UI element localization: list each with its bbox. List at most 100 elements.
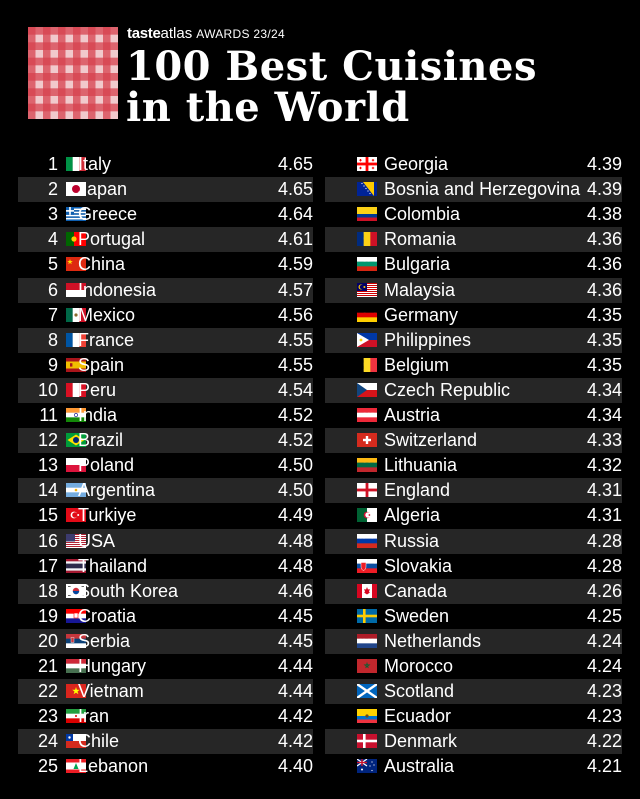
spain-flag-icon xyxy=(66,357,86,372)
canada-flag-icon xyxy=(357,583,377,598)
rank-number: 9 xyxy=(47,354,58,375)
cuisine-name: Iran xyxy=(78,706,110,727)
ranking-row: 38Lithuania4.32 xyxy=(325,453,622,478)
belgium-flag-icon xyxy=(357,357,377,372)
poland-flag-icon xyxy=(66,458,86,473)
switzerland-flag-icon xyxy=(357,433,377,448)
czech-flag-icon xyxy=(357,382,377,397)
cuisine-name: Hungary xyxy=(78,656,147,676)
rank-number: 1 xyxy=(47,154,58,174)
cuisine-name: Ecuador xyxy=(384,706,452,727)
ranking-row: 34Belgium4.35 xyxy=(325,353,622,378)
italy-flag-icon xyxy=(66,157,86,171)
rank-number: 14 xyxy=(37,480,58,501)
ranking-column-left: 1 Italy 4.65 2 Japan 4.65 3 Greece 4.64 4 Portugal… xyxy=(18,152,313,780)
rank-number: 19 xyxy=(37,605,58,626)
ranking-row: 2 Japan 4.65 xyxy=(18,177,313,203)
page-title-line2: in the World xyxy=(126,84,410,131)
ranking-row: 22 Vietnam 4.44 xyxy=(18,679,313,705)
header: tasteatlas AWARDS 23/24 100 Best Cuisines… xyxy=(0,0,640,145)
cuisine-score: 4.49 xyxy=(277,505,313,526)
rank-number: 5 xyxy=(47,254,58,275)
cuisine-name: Greece xyxy=(78,204,138,225)
cuisine-name: Bulgaria xyxy=(384,254,451,275)
rank-number: 8 xyxy=(47,329,58,350)
cuisine-name: Croatia xyxy=(78,605,137,626)
brand-taste: taste xyxy=(127,25,161,42)
ranking-row: 16 USA 4.48 xyxy=(18,528,313,554)
cuisine-score: 4.50 xyxy=(277,455,313,476)
australia-flag-icon xyxy=(357,759,377,774)
romania-flag-icon xyxy=(357,232,377,247)
iran-flag-icon xyxy=(66,709,86,724)
cuisine-name: South Korea xyxy=(78,580,179,601)
ranking-row: 45Netherlands4.24 xyxy=(325,628,622,654)
philippines-flag-icon xyxy=(357,332,377,347)
cuisine-score: 4.31 xyxy=(586,480,622,501)
india-flag-icon xyxy=(66,408,86,422)
cuisine-name: Russia xyxy=(384,530,440,551)
cuisine-name: Italy xyxy=(78,154,112,174)
cuisine-score: 4.48 xyxy=(277,530,313,551)
thailand-flag-icon xyxy=(66,558,86,573)
ranking-row: 43Canada4.26 xyxy=(325,578,622,604)
ranking-row: 4 Portugal 4.61 xyxy=(18,227,313,253)
cuisine-score: 4.55 xyxy=(277,329,313,350)
rank-number: 6 xyxy=(47,279,58,300)
bulgaria-flag-icon xyxy=(357,257,377,272)
cuisine-score: 4.45 xyxy=(277,605,313,626)
cuisine-score: 4.54 xyxy=(277,379,313,400)
england-flag-icon xyxy=(357,483,377,498)
cuisine-score: 4.35 xyxy=(586,304,622,325)
cuisine-name: Morocco xyxy=(384,656,454,676)
cuisine-score: 4.39 xyxy=(586,154,622,174)
ranking-row: 13 Poland 4.50 xyxy=(18,453,313,478)
ranking-row: 33Philippines4.35 xyxy=(325,327,622,353)
rank-number: 13 xyxy=(37,455,58,476)
cuisine-score: 4.34 xyxy=(586,379,622,400)
rank-number: 22 xyxy=(37,681,58,702)
cuisine-name: Japan xyxy=(78,179,128,200)
cuisine-name: England xyxy=(384,480,451,501)
rank-number: 3 xyxy=(47,204,58,225)
ranking-row: 37Switzerland4.33 xyxy=(325,428,622,454)
cuisine-score: 4.22 xyxy=(586,731,622,752)
lithuania-flag-icon xyxy=(357,458,377,473)
cuisine-score: 4.28 xyxy=(586,530,622,551)
rank-number: 10 xyxy=(37,379,58,400)
cuisine-score: 4.33 xyxy=(586,430,622,451)
cuisine-score: 4.35 xyxy=(586,354,622,375)
greece-flag-icon xyxy=(66,207,86,222)
rank-number: 12 xyxy=(37,430,58,451)
cuisine-name: Sweden xyxy=(384,605,450,626)
cuisine-name: Peru xyxy=(78,379,117,400)
ranking-row: 21 Hungary 4.44 xyxy=(18,654,313,679)
peru-flag-icon xyxy=(66,382,86,397)
cuisine-name: Lithuania xyxy=(384,455,458,476)
ranking-row: 9 Spain 4.55 xyxy=(18,353,313,378)
cuisine-name: Malaysia xyxy=(384,279,456,300)
cuisine-score: 4.61 xyxy=(277,229,313,250)
cuisine-name: Lebanon xyxy=(78,756,149,777)
rank-number: 17 xyxy=(37,555,58,576)
cuisine-name: Spain xyxy=(78,354,125,375)
cuisine-score: 4.40 xyxy=(277,756,313,777)
usa-flag-icon xyxy=(66,533,86,548)
ranking-row: 12 Brazil 4.52 xyxy=(18,428,313,454)
cuisine-score: 4.50 xyxy=(277,480,313,501)
cuisine-score: 4.55 xyxy=(277,354,313,375)
cuisine-name: Denmark xyxy=(384,731,458,752)
serbia-flag-icon xyxy=(66,633,86,648)
georgia-flag-icon xyxy=(357,157,377,171)
algeria-flag-icon xyxy=(357,508,377,523)
ranking-row: 44Sweden4.25 xyxy=(325,604,622,629)
vietnam-flag-icon xyxy=(66,684,86,699)
checkered-tablecloth-logo xyxy=(28,27,118,119)
cuisine-name: India xyxy=(78,405,118,425)
indonesia-flag-icon xyxy=(66,282,86,297)
cuisine-score: 4.38 xyxy=(586,204,622,225)
ranking-row: 39England4.31 xyxy=(325,478,622,504)
rank-number: 4 xyxy=(47,229,58,250)
